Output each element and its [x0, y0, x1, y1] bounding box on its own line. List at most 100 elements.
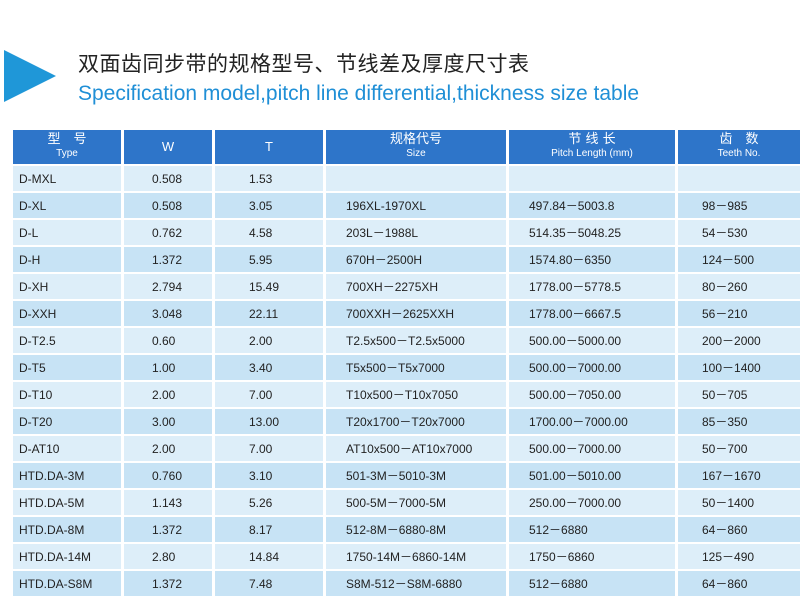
- cell-teeth: 100－1400: [678, 355, 800, 380]
- table-row: HTD.DA-14M 2.80 14.84 1750-14M－6860-14M 1750…: [13, 544, 800, 569]
- cell-type: D-AT10: [13, 436, 121, 461]
- cell-type: D-XH: [13, 274, 121, 299]
- cell-w: 2.00: [124, 436, 212, 461]
- cell-type: D-T20: [13, 409, 121, 434]
- cell-pitch-length: 1778.00－6667.5: [509, 301, 675, 326]
- cell-type: HTD.DA-3M: [13, 463, 121, 488]
- table-row: D-XH 2.794 15.49 700XH－2275XH 1778.00－5778.5…: [13, 274, 800, 299]
- table-row: D-AT10 2.00 7.00 AT10x500－AT10x7000 500.00－7…: [13, 436, 800, 461]
- spec-table: 型 号 Type W T 规格代号 Size 节 线 长 Pitch Lengt…: [10, 128, 800, 598]
- cell-t: 5.95: [215, 247, 323, 272]
- cell-size: T5x500－T5x7000: [326, 355, 506, 380]
- arrow-icon: [4, 50, 56, 102]
- cell-type: D-XL: [13, 193, 121, 218]
- cell-size: S8M-512－S8M-6880: [326, 571, 506, 596]
- table-row: D-L 0.762 4.58 203L－1988L 514.35－5048.25 54－5…: [13, 220, 800, 245]
- cell-pitch-length: 514.35－5048.25: [509, 220, 675, 245]
- cell-pitch-length: 500.00－7000.00: [509, 355, 675, 380]
- table-row: D-T10 2.00 7.00 T10x500－T10x7050 500.00－7050…: [13, 382, 800, 407]
- cell-teeth: 124－500: [678, 247, 800, 272]
- header-type-en: Type: [56, 148, 78, 159]
- cell-t: 22.11: [215, 301, 323, 326]
- cell-w: 2.794: [124, 274, 212, 299]
- cell-type: D-MXL: [13, 166, 121, 191]
- header-size-cn: 规格代号: [389, 132, 442, 147]
- cell-pitch-length: 1750－6860: [509, 544, 675, 569]
- cell-teeth: 200－2000: [678, 328, 800, 353]
- table-row: D-XXH 3.048 22.11 700XXH－2625XXH 1778.00－666…: [13, 301, 800, 326]
- cell-teeth: 125－490: [678, 544, 800, 569]
- cell-t: 1.53: [215, 166, 323, 191]
- cell-size: T2.5x500－T2.5x5000: [326, 328, 506, 353]
- cell-teeth: 50－705: [678, 382, 800, 407]
- header-pitch-length-en: Pitch Length (mm): [551, 148, 633, 159]
- cell-t: 3.05: [215, 193, 323, 218]
- cell-size: AT10x500－AT10x7000: [326, 436, 506, 461]
- cell-pitch-length: 497.84－5003.8: [509, 193, 675, 218]
- header-teeth: 齿 数 Teeth No.: [678, 130, 800, 164]
- table-row: D-T2.5 0.60 2.00 T2.5x500－T2.5x5000 500.00－5…: [13, 328, 800, 353]
- cell-type: HTD.DA-5M: [13, 490, 121, 515]
- cell-pitch-length: 500.00－7000.00: [509, 436, 675, 461]
- cell-w: 1.372: [124, 247, 212, 272]
- cell-type: HTD.DA-8M: [13, 517, 121, 542]
- cell-size: 501-3M－5010-3M: [326, 463, 506, 488]
- cell-size: 670H－2500H: [326, 247, 506, 272]
- cell-w: 0.760: [124, 463, 212, 488]
- cell-type: D-L: [13, 220, 121, 245]
- table-row: HTD.DA-5M 1.143 5.26 500-5M－7000-5M 250.00－7…: [13, 490, 800, 515]
- cell-w: 3.048: [124, 301, 212, 326]
- cell-teeth: 54－530: [678, 220, 800, 245]
- cell-type: D-XXH: [13, 301, 121, 326]
- cell-t: 5.26: [215, 490, 323, 515]
- cell-w: 3.00: [124, 409, 212, 434]
- header-t: T: [215, 130, 323, 164]
- cell-type: HTD.DA-S8M: [13, 571, 121, 596]
- cell-size: 196XL-1970XL: [326, 193, 506, 218]
- cell-type: D-T2.5: [13, 328, 121, 353]
- header-type: 型 号 Type: [13, 130, 121, 164]
- cell-pitch-length: 500.00－5000.00: [509, 328, 675, 353]
- cell-pitch-length: 500.00－7050.00: [509, 382, 675, 407]
- header-pitch-length: 节 线 长 Pitch Length (mm): [509, 130, 675, 164]
- table-row: D-T20 3.00 13.00 T20x1700－T20x7000 1700.00－7…: [13, 409, 800, 434]
- table-row: HTD.DA-3M 0.760 3.10 501-3M－5010-3M 501.00－5…: [13, 463, 800, 488]
- cell-pitch-length: 512－6880: [509, 517, 675, 542]
- table-row: HTD.DA-8M 1.372 8.17 512-8M－6880-8M 512－6880…: [13, 517, 800, 542]
- cell-teeth: 98－985: [678, 193, 800, 218]
- cell-pitch-length: 1700.00－7000.00: [509, 409, 675, 434]
- cell-w: 1.372: [124, 571, 212, 596]
- cell-size: T20x1700－T20x7000: [326, 409, 506, 434]
- cell-t: 3.10: [215, 463, 323, 488]
- cell-type: D-H: [13, 247, 121, 272]
- header-type-cn: 型 号: [47, 132, 87, 147]
- cell-teeth: 85－350: [678, 409, 800, 434]
- table-header-row: 型 号 Type W T 规格代号 Size 节 线 长 Pitch Lengt…: [13, 130, 800, 164]
- table-row: D-T5 1.00 3.40 T5x500－T5x7000 500.00－7000.00…: [13, 355, 800, 380]
- header-size: 规格代号 Size: [326, 130, 506, 164]
- cell-t: 14.84: [215, 544, 323, 569]
- header-w: W: [124, 130, 212, 164]
- cell-pitch-length: [509, 166, 675, 191]
- cell-t: 7.00: [215, 382, 323, 407]
- cell-w: 2.00: [124, 382, 212, 407]
- cell-teeth: 64－860: [678, 571, 800, 596]
- cell-pitch-length: 1574.80－6350: [509, 247, 675, 272]
- cell-w: 0.508: [124, 193, 212, 218]
- cell-w: 1.00: [124, 355, 212, 380]
- header-size-en: Size: [406, 148, 426, 159]
- cell-teeth: 167－1670: [678, 463, 800, 488]
- cell-teeth: 50－700: [678, 436, 800, 461]
- cell-size: T10x500－T10x7050: [326, 382, 506, 407]
- cell-t: 7.00: [215, 436, 323, 461]
- cell-t: 7.48: [215, 571, 323, 596]
- cell-teeth: 50－1400: [678, 490, 800, 515]
- table-row: D-XL 0.508 3.05 196XL-1970XL 497.84－5003.8 98…: [13, 193, 800, 218]
- cell-type: HTD.DA-14M: [13, 544, 121, 569]
- cell-teeth: [678, 166, 800, 191]
- cell-t: 4.58: [215, 220, 323, 245]
- cell-teeth: 56－210: [678, 301, 800, 326]
- cell-teeth: 64－860: [678, 517, 800, 542]
- cell-w: 1.372: [124, 517, 212, 542]
- cell-t: 3.40: [215, 355, 323, 380]
